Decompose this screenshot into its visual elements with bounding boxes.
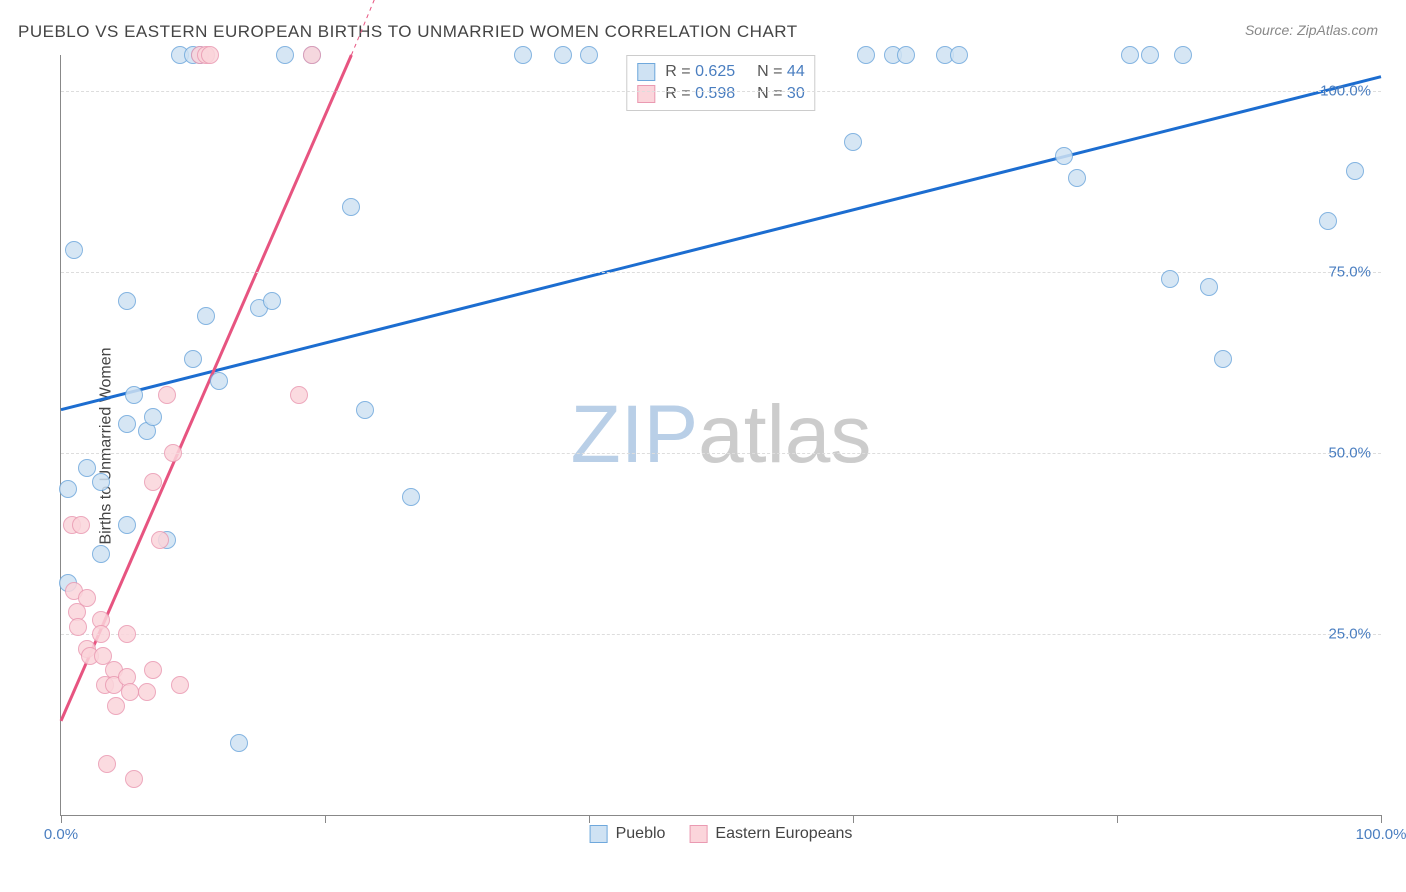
data-point bbox=[184, 350, 202, 368]
data-point bbox=[144, 473, 162, 491]
legend-label: Eastern Europeans bbox=[715, 825, 852, 843]
x-tick bbox=[1117, 815, 1118, 823]
x-tick-label-max: 100.0% bbox=[1356, 826, 1406, 843]
data-point bbox=[1346, 162, 1364, 180]
data-point bbox=[171, 676, 189, 694]
source-credit: Source: ZipAtlas.com bbox=[1245, 22, 1378, 38]
legend-swatch bbox=[590, 825, 608, 843]
data-point bbox=[118, 292, 136, 310]
x-tick bbox=[325, 815, 326, 823]
data-point bbox=[857, 46, 875, 64]
data-point bbox=[1141, 46, 1159, 64]
data-point bbox=[92, 625, 110, 643]
data-point bbox=[125, 386, 143, 404]
data-point bbox=[72, 516, 90, 534]
chart-plot-area: ZIPatlas R = 0.625N = 44R = 0.598N = 30 … bbox=[60, 55, 1381, 816]
x-tick bbox=[61, 815, 62, 823]
r-label: R = 0.598 bbox=[665, 85, 735, 103]
data-point bbox=[342, 198, 360, 216]
x-tick bbox=[853, 815, 854, 823]
data-point bbox=[1161, 270, 1179, 288]
data-point bbox=[210, 372, 228, 390]
series-legend: Pueblo Eastern Europeans bbox=[590, 825, 853, 843]
data-point bbox=[950, 46, 968, 64]
legend-swatch bbox=[637, 63, 655, 81]
legend-swatch bbox=[689, 825, 707, 843]
data-point bbox=[164, 444, 182, 462]
y-tick-label: 75.0% bbox=[1328, 264, 1371, 281]
data-point bbox=[1121, 46, 1139, 64]
n-label: N = 44 bbox=[745, 63, 805, 81]
data-point bbox=[138, 683, 156, 701]
data-point bbox=[151, 531, 169, 549]
data-point bbox=[125, 770, 143, 788]
legend-item: Pueblo bbox=[590, 825, 666, 843]
data-point bbox=[1200, 278, 1218, 296]
data-point bbox=[263, 292, 281, 310]
data-point bbox=[1055, 147, 1073, 165]
data-point bbox=[65, 241, 83, 259]
data-point bbox=[1174, 46, 1192, 64]
legend-label: Pueblo bbox=[616, 825, 666, 843]
data-point bbox=[121, 683, 139, 701]
x-tick-label-min: 0.0% bbox=[44, 826, 78, 843]
stats-row: R = 0.598 N = 30 bbox=[637, 83, 804, 105]
trend-lines-layer bbox=[61, 55, 1381, 815]
watermark: ZIPatlas bbox=[571, 388, 872, 482]
data-point bbox=[59, 480, 77, 498]
watermark-atlas: atlas bbox=[698, 389, 871, 480]
data-point bbox=[897, 46, 915, 64]
stats-row: R = 0.625 N = 44 bbox=[637, 61, 804, 83]
data-point bbox=[1068, 169, 1086, 187]
watermark-zip: ZIP bbox=[571, 389, 699, 480]
data-point bbox=[276, 46, 294, 64]
data-point bbox=[92, 473, 110, 491]
gridline bbox=[61, 272, 1381, 273]
data-point bbox=[118, 516, 136, 534]
data-point bbox=[107, 697, 125, 715]
data-point bbox=[201, 46, 219, 64]
data-point bbox=[158, 386, 176, 404]
x-tick bbox=[1381, 815, 1382, 823]
data-point bbox=[144, 408, 162, 426]
data-point bbox=[98, 755, 116, 773]
data-point bbox=[514, 46, 532, 64]
gridline bbox=[61, 453, 1381, 454]
data-point bbox=[197, 307, 215, 325]
y-tick-label: 100.0% bbox=[1320, 83, 1371, 100]
data-point bbox=[230, 734, 248, 752]
gridline bbox=[61, 91, 1381, 92]
chart-title: PUEBLO VS EASTERN EUROPEAN BIRTHS TO UNM… bbox=[18, 22, 798, 42]
x-tick bbox=[589, 815, 590, 823]
data-point bbox=[118, 625, 136, 643]
y-tick-label: 25.0% bbox=[1328, 626, 1371, 643]
data-point bbox=[356, 401, 374, 419]
data-point bbox=[69, 618, 87, 636]
data-point bbox=[402, 488, 420, 506]
data-point bbox=[303, 46, 321, 64]
data-point bbox=[1214, 350, 1232, 368]
legend-swatch bbox=[637, 85, 655, 103]
r-label: R = 0.625 bbox=[665, 63, 735, 81]
data-point bbox=[118, 415, 136, 433]
stats-legend: R = 0.625 N = 44 R = 0.598 N = 30 bbox=[626, 55, 815, 111]
data-point bbox=[844, 133, 862, 151]
data-point bbox=[580, 46, 598, 64]
gridline bbox=[61, 634, 1381, 635]
n-label: N = 30 bbox=[745, 85, 805, 103]
data-point bbox=[1319, 212, 1337, 230]
data-point bbox=[78, 589, 96, 607]
data-point bbox=[78, 459, 96, 477]
y-tick-label: 50.0% bbox=[1328, 445, 1371, 462]
data-point bbox=[554, 46, 572, 64]
trend-line bbox=[61, 77, 1381, 410]
data-point bbox=[290, 386, 308, 404]
data-point bbox=[92, 545, 110, 563]
data-point bbox=[144, 661, 162, 679]
legend-item: Eastern Europeans bbox=[689, 825, 852, 843]
